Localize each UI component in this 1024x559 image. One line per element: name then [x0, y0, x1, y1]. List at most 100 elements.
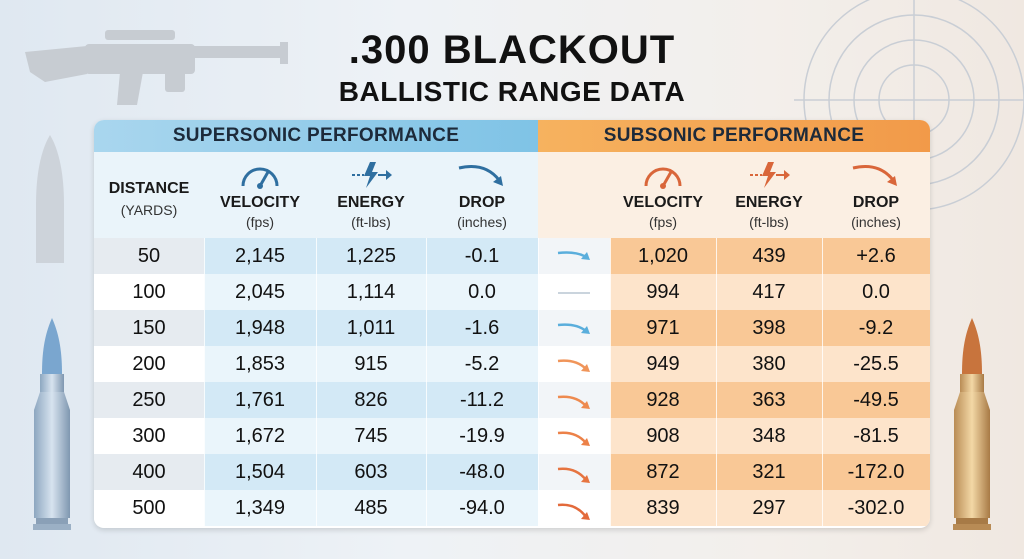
- cell-super-drop: -0.1: [426, 238, 538, 274]
- cell-super-energy: 603: [316, 454, 426, 490]
- trajectory-arrow-icon: [557, 503, 590, 520]
- cell-super-drop: -1.6: [426, 310, 538, 346]
- cell-sub-velocity: 949: [610, 346, 716, 382]
- table-header: DISTANCE (YARDS) VELOCITY (fps) ENERGY (…: [94, 152, 930, 238]
- trajectory-arrow-icon: [557, 431, 590, 446]
- cell-sub-drop: +2.6: [822, 238, 930, 274]
- curved-arrow-icon: [458, 165, 503, 186]
- cell-sub-velocity: 971: [610, 310, 716, 346]
- trajectory-arrow-cell: [538, 454, 610, 490]
- cell-super-velocity: 1,672: [204, 418, 316, 454]
- curved-arrow-icon: [852, 165, 897, 186]
- trajectory-arrow-cell: [538, 238, 610, 274]
- cell-sub-drop: -49.5: [822, 382, 930, 418]
- cell-distance: 500: [94, 490, 204, 526]
- header-sub-energy: ENERGY (ft-lbs): [716, 152, 822, 238]
- cell-sub-drop: -302.0: [822, 490, 930, 526]
- cell-sub-drop: -81.5: [822, 418, 930, 454]
- cell-distance: 50: [94, 238, 204, 274]
- header-super-velocity: VELOCITY (fps): [204, 152, 316, 238]
- cell-sub-velocity: 872: [610, 454, 716, 490]
- table-row: 150 1,948 1,011 -1.6 971 398 -9.2: [94, 310, 930, 346]
- cell-distance: 250: [94, 382, 204, 418]
- trajectory-arrow-icon: [557, 467, 590, 483]
- header-sub-velocity: VELOCITY (fps): [610, 152, 716, 238]
- trajectory-arrow-cell: [538, 418, 610, 454]
- cell-sub-drop: -25.5: [822, 346, 930, 382]
- header-distance: DISTANCE (YARDS): [108, 180, 190, 218]
- cell-super-velocity: 1,761: [204, 382, 316, 418]
- cell-sub-energy: 398: [716, 310, 822, 346]
- cell-super-energy: 826: [316, 382, 426, 418]
- cell-sub-energy: 321: [716, 454, 822, 490]
- cell-sub-velocity: 928: [610, 382, 716, 418]
- cell-sub-energy: 348: [716, 418, 822, 454]
- bullet-silhouette-icon: [36, 135, 64, 263]
- cell-sub-energy: 417: [716, 274, 822, 310]
- flat-line-icon: [558, 291, 590, 294]
- trajectory-arrow-icon: [557, 250, 590, 260]
- cell-super-velocity: 1,948: [204, 310, 316, 346]
- lightning-arrow-icon: [750, 162, 790, 188]
- header-sub-drop: DROP (inches): [822, 152, 930, 238]
- table-row: 400 1,504 603 -48.0 872 321 -172.0: [94, 454, 930, 490]
- speedometer-icon: [241, 167, 279, 189]
- trajectory-arrow-cell: [538, 382, 610, 418]
- page-title: .300 BLACKOUT: [348, 28, 676, 72]
- cell-super-drop: 0.0: [426, 274, 538, 310]
- cell-super-drop: -5.2: [426, 346, 538, 382]
- table-row: 250 1,761 826 -11.2 928 363 -49.5: [94, 382, 930, 418]
- cell-distance: 400: [94, 454, 204, 490]
- cell-sub-drop: -9.2: [822, 310, 930, 346]
- trajectory-arrow-cell: [538, 490, 610, 526]
- lightning-arrow-icon: [352, 162, 392, 188]
- cell-super-energy: 1,011: [316, 310, 426, 346]
- table-row: 100 2,045 1,114 0.0 994 417 0.0: [94, 274, 930, 310]
- table-row: 50 2,145 1,225 -0.1 1,020 439 +2.6: [94, 238, 930, 274]
- cell-super-drop: -48.0: [426, 454, 538, 490]
- subsonic-cartridge-icon: [953, 318, 991, 530]
- cell-super-velocity: 1,504: [204, 454, 316, 490]
- cell-sub-energy: 439: [716, 238, 822, 274]
- subsonic-band: SUBSONIC PERFORMANCE: [538, 120, 930, 152]
- ballistics-table: SUPERSONIC PERFORMANCE SUBSONIC PERFORMA…: [94, 120, 930, 528]
- cell-super-drop: -11.2: [426, 382, 538, 418]
- cell-distance: 300: [94, 418, 204, 454]
- cell-distance: 150: [94, 310, 204, 346]
- cell-super-energy: 745: [316, 418, 426, 454]
- rifle-silhouette-icon: [25, 30, 288, 105]
- table-row: 200 1,853 915 -5.2 949 380 -25.5: [94, 346, 930, 382]
- cell-sub-velocity: 839: [610, 490, 716, 526]
- trajectory-arrow-icon: [557, 395, 590, 409]
- supersonic-band: SUPERSONIC PERFORMANCE: [94, 120, 538, 152]
- cell-sub-drop: 0.0: [822, 274, 930, 310]
- header-super-drop: DROP (inches): [426, 152, 538, 238]
- table-row: 300 1,672 745 -19.9 908 348 -81.5: [94, 418, 930, 454]
- cell-sub-velocity: 908: [610, 418, 716, 454]
- supersonic-cartridge-icon: [33, 318, 71, 530]
- cell-super-drop: -94.0: [426, 490, 538, 526]
- cell-super-energy: 1,225: [316, 238, 426, 274]
- cell-distance: 100: [94, 274, 204, 310]
- trajectory-arrow-cell: [538, 346, 610, 382]
- table-row: 500 1,349 485 -94.0 839 297 -302.0: [94, 490, 930, 526]
- trajectory-arrow-cell: [538, 310, 610, 346]
- trajectory-arrow-icon: [557, 323, 590, 334]
- page-subtitle: BALLISTIC RANGE DATA: [338, 76, 686, 107]
- cell-super-velocity: 2,145: [204, 238, 316, 274]
- cell-sub-energy: 297: [716, 490, 822, 526]
- cell-super-energy: 485: [316, 490, 426, 526]
- cell-super-velocity: 1,349: [204, 490, 316, 526]
- cell-sub-velocity: 1,020: [610, 238, 716, 274]
- header-super-energy: ENERGY (ft-lbs): [316, 152, 426, 238]
- cell-super-velocity: 1,853: [204, 346, 316, 382]
- cell-super-energy: 915: [316, 346, 426, 382]
- trajectory-arrow-icon: [557, 359, 590, 372]
- cell-sub-velocity: 994: [610, 274, 716, 310]
- cell-super-velocity: 2,045: [204, 274, 316, 310]
- speedometer-icon: [644, 167, 682, 189]
- cell-sub-energy: 363: [716, 382, 822, 418]
- cell-sub-drop: -172.0: [822, 454, 930, 490]
- cell-super-energy: 1,114: [316, 274, 426, 310]
- cell-sub-energy: 380: [716, 346, 822, 382]
